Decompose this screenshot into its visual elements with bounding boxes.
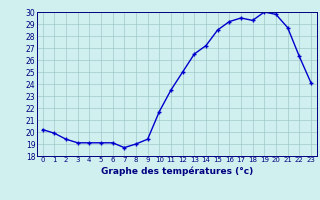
- X-axis label: Graphe des températures (°c): Graphe des températures (°c): [101, 166, 253, 176]
